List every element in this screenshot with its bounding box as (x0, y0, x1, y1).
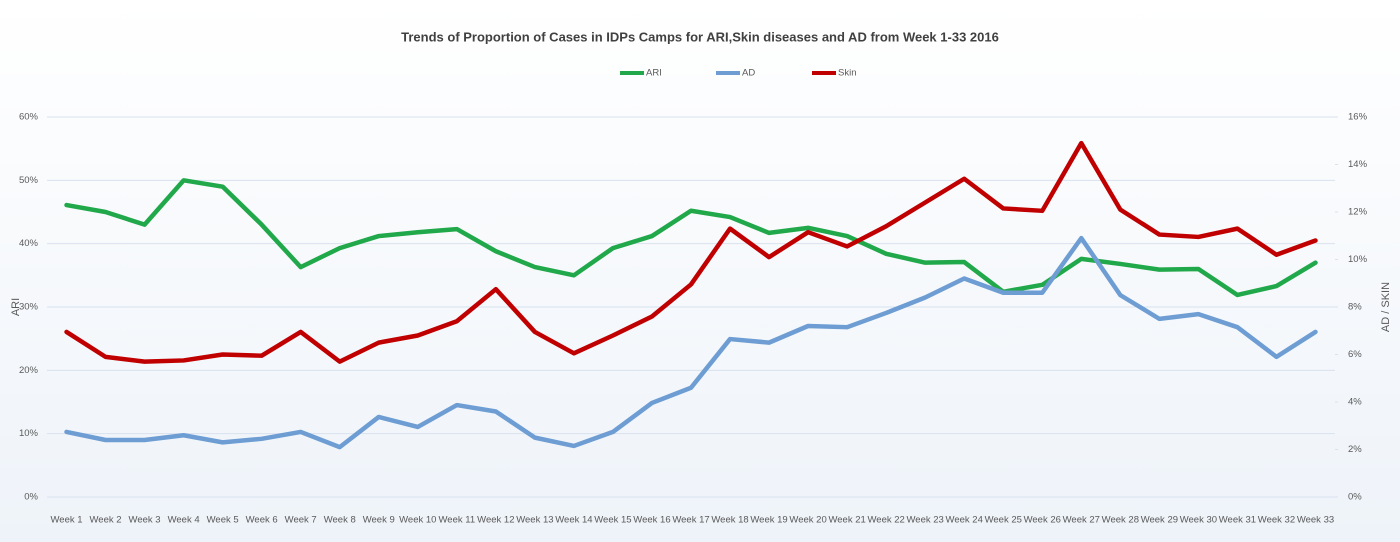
series-line (64, 140, 1318, 364)
y2-tick-label: 2% (1348, 444, 1362, 455)
x-tick-label: Week 19 (750, 515, 787, 526)
y-tick-label: 30% (19, 302, 39, 313)
x-tick-label: Week 32 (1258, 515, 1295, 526)
x-tick-label: Week 13 (516, 515, 553, 526)
x-tick-label: Week 12 (477, 515, 514, 526)
legend-label: Skin (838, 68, 856, 79)
x-tick-label: Week 2 (90, 515, 122, 526)
x-tick-label: Week 16 (633, 515, 670, 526)
y-tick-label: 50% (19, 175, 39, 186)
y2-tick-label: 16% (1348, 112, 1368, 123)
y-tick-label: 10% (19, 428, 39, 439)
x-tick-label: Week 20 (789, 515, 826, 526)
x-tick-label: Week 8 (324, 515, 356, 526)
legend-label: ARI (646, 68, 662, 79)
x-tick-label: Week 33 (1297, 515, 1334, 526)
y2-tick-label: 14% (1348, 159, 1368, 170)
y-tick-label: 60% (19, 112, 39, 123)
chart-title: Trends of Proportion of Cases in IDPs Ca… (401, 29, 999, 44)
x-tick-label: Week 28 (1102, 515, 1139, 526)
series-line (64, 178, 1318, 298)
y-tick-label: 40% (19, 238, 39, 249)
legend-label: AD (742, 68, 755, 79)
x-tick-label: Week 18 (711, 515, 748, 526)
x-tick-label: Week 31 (1219, 515, 1256, 526)
y2-tick-label: 0% (1348, 492, 1362, 503)
x-tick-label: Week 4 (168, 515, 200, 526)
x-tick-label: Week 9 (363, 515, 395, 526)
y-tick-label: 0% (24, 492, 38, 503)
x-tick-label: Week 30 (1180, 515, 1217, 526)
x-tick-label: Week 5 (207, 515, 239, 526)
x-tick-label: Week 11 (439, 515, 476, 526)
x-tick-label: Week 3 (129, 515, 161, 526)
x-tick-label: Week 21 (828, 515, 865, 526)
y2-axis-title: AD / SKIN (1380, 282, 1392, 332)
y2-tick-label: 6% (1348, 349, 1362, 360)
x-tick-label: Week 29 (1141, 515, 1178, 526)
y-axis-title: ARI (10, 298, 22, 316)
x-tick-label: Week 17 (672, 515, 709, 526)
x-tick-label: Week 23 (907, 515, 944, 526)
x-tick-label: Week 22 (867, 515, 904, 526)
series-line (64, 235, 1318, 450)
x-tick-label: Week 25 (985, 515, 1022, 526)
x-tick-label: Week 1 (50, 515, 82, 526)
x-tick-label: Week 7 (285, 515, 317, 526)
x-tick-label: Week 15 (594, 515, 631, 526)
y2-tick-label: 10% (1348, 254, 1368, 265)
y2-tick-label: 8% (1348, 302, 1362, 313)
x-tick-label: Week 10 (399, 515, 436, 526)
x-tick-label: Week 27 (1063, 515, 1100, 526)
x-tick-label: Week 26 (1024, 515, 1061, 526)
x-tick-label: Week 14 (555, 515, 592, 526)
x-tick-label: Week 24 (946, 515, 983, 526)
y2-tick-label: 4% (1348, 397, 1362, 408)
y-tick-label: 20% (19, 365, 39, 376)
y2-tick-label: 12% (1348, 207, 1368, 218)
x-tick-label: Week 6 (246, 515, 278, 526)
